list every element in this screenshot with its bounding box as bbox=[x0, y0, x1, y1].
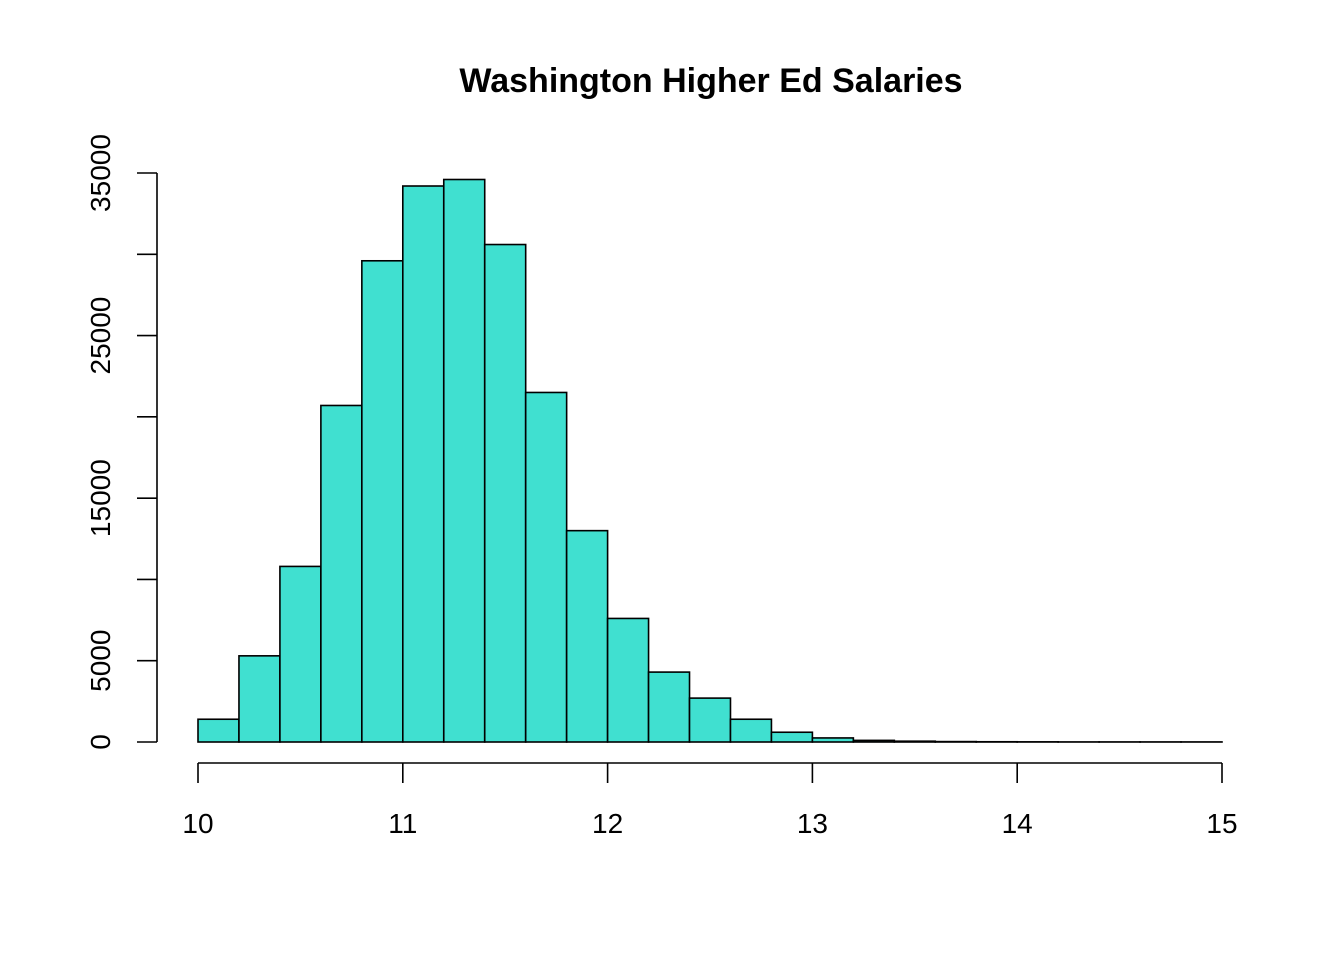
chart-title: Washington Higher Ed Salaries bbox=[459, 62, 962, 100]
y-tick-label: 0 bbox=[85, 734, 116, 750]
x-tick-label: 15 bbox=[1206, 808, 1237, 839]
histogram-bar bbox=[565, 529, 609, 743]
histogram-bar bbox=[893, 740, 937, 743]
x-tick-label: 10 bbox=[182, 808, 213, 839]
histogram-bar bbox=[770, 731, 814, 743]
histogram-bar bbox=[442, 178, 486, 743]
y-tick-label: 25000 bbox=[85, 297, 116, 375]
y-tick-label: 5000 bbox=[85, 630, 116, 692]
y-tick-label: 15000 bbox=[85, 459, 116, 537]
x-tick-label: 14 bbox=[1002, 808, 1033, 839]
y-tick-label: 35000 bbox=[85, 134, 116, 212]
histogram-bar bbox=[852, 739, 896, 743]
histogram-bar bbox=[361, 259, 404, 743]
histogram-bar bbox=[197, 718, 240, 743]
histogram-bar bbox=[811, 737, 855, 743]
x-ticks: 10 11 12 13 14 15 bbox=[182, 763, 1238, 839]
histogram-bar bbox=[483, 243, 527, 743]
histogram-bar bbox=[524, 391, 568, 743]
histogram-bar bbox=[688, 697, 732, 743]
histogram-bar bbox=[401, 185, 445, 743]
x-axis: 10 11 12 13 14 15 bbox=[182, 762, 1238, 839]
x-tick-label: 13 bbox=[797, 808, 828, 839]
histogram-bar bbox=[606, 617, 650, 743]
histogram-bar bbox=[279, 565, 322, 743]
x-tick-label: 11 bbox=[388, 808, 417, 839]
histogram-bar bbox=[238, 655, 281, 743]
histogram-bar bbox=[320, 404, 363, 743]
histogram-bar bbox=[647, 671, 691, 743]
y-axis: 0 5000 15000 25000 35000 bbox=[85, 134, 158, 750]
y-ticks: 0 5000 15000 25000 35000 bbox=[85, 134, 157, 750]
bars-group bbox=[197, 178, 1223, 743]
x-tick-label: 12 bbox=[592, 808, 623, 839]
histogram-bar bbox=[729, 718, 773, 743]
